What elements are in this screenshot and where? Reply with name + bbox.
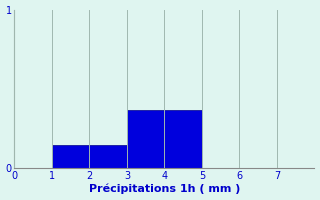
- X-axis label: Précipitations 1h ( mm ): Précipitations 1h ( mm ): [89, 184, 240, 194]
- Bar: [52, 145, 90, 168]
- Bar: [90, 145, 127, 168]
- Bar: [127, 110, 164, 168]
- Bar: [164, 110, 202, 168]
